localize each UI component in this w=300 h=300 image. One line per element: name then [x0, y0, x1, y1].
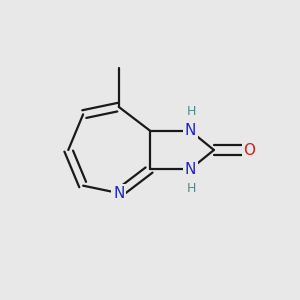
Text: N: N [113, 186, 124, 201]
Text: N: N [184, 123, 196, 138]
Text: O: O [244, 142, 256, 158]
Text: N: N [184, 162, 196, 177]
Text: H: H [187, 182, 196, 195]
Text: H: H [187, 105, 196, 118]
